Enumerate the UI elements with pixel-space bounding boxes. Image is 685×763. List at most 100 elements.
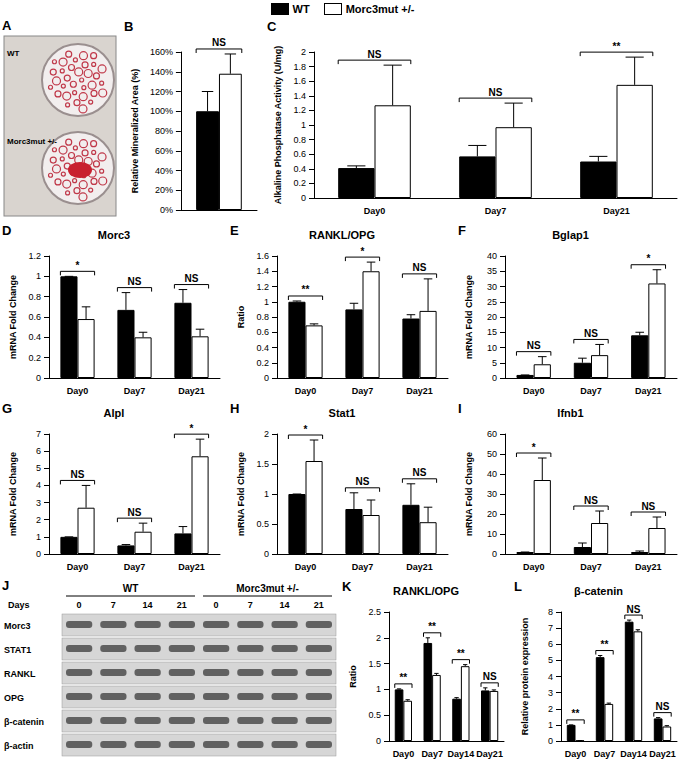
svg-text:1.6: 1.6	[256, 251, 269, 261]
svg-text:2: 2	[36, 515, 41, 525]
svg-text:mRNA Fold Change: mRNA Fold Change	[236, 452, 246, 536]
svg-text:0.8: 0.8	[293, 135, 306, 145]
svg-text:RANKL/OPG: RANKL/OPG	[393, 585, 459, 597]
svg-text:NS: NS	[584, 495, 598, 506]
svg-text:Morc3mut +/-: Morc3mut +/-	[236, 583, 299, 594]
svg-text:Day7: Day7	[485, 206, 507, 216]
svg-text:Days: Days	[8, 600, 30, 610]
svg-text:Day7: Day7	[352, 386, 374, 396]
svg-text:STAT1: STAT1	[4, 645, 31, 655]
svg-text:**: **	[399, 672, 407, 683]
svg-text:Ratio: Ratio	[348, 665, 358, 688]
svg-text:0.6: 0.6	[256, 327, 269, 337]
svg-text:**: **	[457, 648, 465, 659]
svg-text:7: 7	[36, 429, 41, 439]
svg-text:0.4: 0.4	[28, 332, 41, 342]
svg-text:15: 15	[487, 327, 497, 337]
svg-text:50: 50	[487, 449, 497, 459]
svg-text:30: 30	[487, 489, 497, 499]
svg-text:1.4: 1.4	[256, 266, 269, 276]
svg-text:2: 2	[376, 633, 381, 643]
svg-text:7: 7	[548, 623, 553, 633]
svg-text:**: **	[428, 621, 436, 632]
svg-text:*: *	[76, 260, 80, 271]
svg-text:Day7: Day7	[352, 562, 374, 572]
svg-text:0%: 0%	[160, 205, 173, 215]
svg-text:1.8: 1.8	[293, 62, 306, 72]
svg-text:*: *	[361, 246, 365, 257]
svg-text:1.2: 1.2	[293, 105, 306, 115]
svg-text:Day0: Day0	[67, 386, 89, 396]
svg-text:*: *	[304, 424, 308, 435]
svg-text:0: 0	[36, 373, 41, 383]
svg-text:4: 4	[548, 672, 553, 682]
svg-text:NS: NS	[413, 262, 427, 273]
svg-text:10: 10	[487, 343, 497, 353]
svg-text:5: 5	[492, 358, 497, 368]
svg-text:14: 14	[280, 600, 290, 610]
svg-text:120%: 120%	[150, 87, 173, 97]
svg-text:2: 2	[548, 704, 553, 714]
svg-text:0.8: 0.8	[256, 312, 269, 322]
svg-text:0: 0	[264, 373, 269, 383]
svg-text:6: 6	[36, 446, 41, 456]
svg-text:40: 40	[487, 469, 497, 479]
svg-text:2: 2	[301, 47, 306, 57]
svg-text:NS: NS	[483, 671, 497, 682]
svg-text:Day0: Day0	[67, 562, 89, 572]
svg-text:Day21: Day21	[476, 749, 503, 759]
svg-text:60: 60	[487, 429, 497, 439]
svg-text:G: G	[2, 401, 12, 416]
svg-text:NS: NS	[584, 328, 598, 339]
svg-text:0: 0	[548, 736, 553, 746]
svg-text:0.5: 0.5	[368, 710, 381, 720]
svg-text:0: 0	[301, 193, 306, 203]
svg-text:β-actin: β-actin	[4, 741, 34, 751]
svg-text:6: 6	[548, 639, 553, 649]
svg-text:Day7: Day7	[594, 749, 616, 759]
svg-text:C: C	[267, 19, 277, 34]
svg-text:β-catenin: β-catenin	[4, 717, 44, 727]
svg-text:**: **	[601, 639, 609, 650]
svg-text:NS: NS	[212, 37, 226, 48]
svg-text:F: F	[458, 223, 466, 238]
svg-text:B: B	[124, 19, 133, 34]
svg-text:NS: NS	[413, 467, 427, 478]
svg-text:0.2: 0.2	[28, 353, 41, 363]
svg-text:Ratio: Ratio	[236, 305, 246, 328]
svg-text:0.2: 0.2	[293, 178, 306, 188]
svg-text:Day0: Day0	[295, 562, 317, 572]
svg-text:160%: 160%	[150, 47, 173, 57]
svg-text:1.2: 1.2	[256, 282, 269, 292]
svg-text:**: **	[572, 708, 580, 719]
svg-text:Day7: Day7	[124, 386, 146, 396]
svg-text:Day21: Day21	[406, 386, 433, 396]
svg-text:**: **	[302, 284, 310, 295]
svg-text:10: 10	[487, 529, 497, 539]
svg-text:0.6: 0.6	[28, 312, 41, 322]
svg-text:Day0: Day0	[523, 562, 545, 572]
svg-text:Day14: Day14	[448, 749, 475, 759]
svg-text:2.5: 2.5	[368, 607, 381, 617]
svg-text:60%: 60%	[155, 146, 173, 156]
svg-text:20: 20	[487, 312, 497, 322]
svg-text:L: L	[514, 579, 522, 594]
svg-text:NS: NS	[128, 507, 142, 518]
svg-text:β-catenin: β-catenin	[574, 585, 623, 597]
svg-text:D: D	[2, 223, 11, 238]
svg-text:0: 0	[376, 736, 381, 746]
svg-text:2: 2	[264, 429, 269, 439]
svg-text:40: 40	[487, 251, 497, 261]
svg-text:I: I	[458, 401, 462, 416]
svg-text:*: *	[190, 423, 194, 434]
svg-text:35: 35	[487, 266, 497, 276]
svg-text:NS: NS	[656, 701, 670, 712]
svg-text:1: 1	[376, 684, 381, 694]
svg-text:Day21: Day21	[635, 386, 662, 396]
svg-text:Alpl: Alpl	[104, 407, 125, 419]
svg-text:Day7: Day7	[124, 562, 146, 572]
svg-text:0: 0	[264, 549, 269, 559]
svg-text:0: 0	[36, 549, 41, 559]
svg-text:NS: NS	[71, 469, 85, 480]
svg-text:Day7: Day7	[580, 562, 602, 572]
